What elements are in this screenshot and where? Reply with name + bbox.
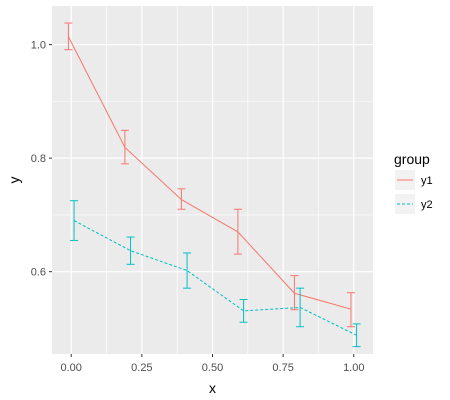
y-tick-label: 0.8 <box>31 153 46 165</box>
x-tick-label: 0.75 <box>272 362 293 374</box>
series-line-y2 <box>73 220 357 336</box>
legend: group y1 y2 <box>394 151 433 214</box>
error-bar-y2 <box>183 252 192 289</box>
error-bar-y1 <box>64 22 73 51</box>
y-axis-title: y <box>6 177 22 184</box>
error-bar-y2 <box>126 236 135 265</box>
error-bar-y2 <box>352 323 361 348</box>
x-axis-title: x <box>209 380 216 396</box>
x-tick-label: 1.00 <box>343 362 364 374</box>
error-bar-y2 <box>70 200 79 241</box>
legend-label-y2: y2 <box>421 199 433 211</box>
y-tick-label: 1.0 <box>31 40 46 52</box>
error-bar-y1 <box>120 129 129 165</box>
axes: 0.00 0.25 0.50 0.75 1.00 0.6 0.8 1.0 <box>31 40 365 374</box>
legend-title: group <box>394 151 430 167</box>
error-bar-y1 <box>346 292 355 328</box>
x-tick-label: 0.00 <box>61 362 82 374</box>
error-bar-y1 <box>233 208 242 255</box>
y-tick-label: 0.6 <box>31 267 46 279</box>
x-tick-label: 0.25 <box>131 362 152 374</box>
x-tick-label: 0.50 <box>202 362 223 374</box>
legend-label-y1: y1 <box>421 175 433 187</box>
error-bar-y2 <box>296 287 305 328</box>
grid-lines <box>52 6 373 354</box>
error-bar-y1 <box>290 275 299 311</box>
error-bar-y1 <box>177 188 186 210</box>
data-series <box>64 22 361 348</box>
error-bar-y2 <box>239 299 248 323</box>
series-line-y1 <box>67 36 352 310</box>
